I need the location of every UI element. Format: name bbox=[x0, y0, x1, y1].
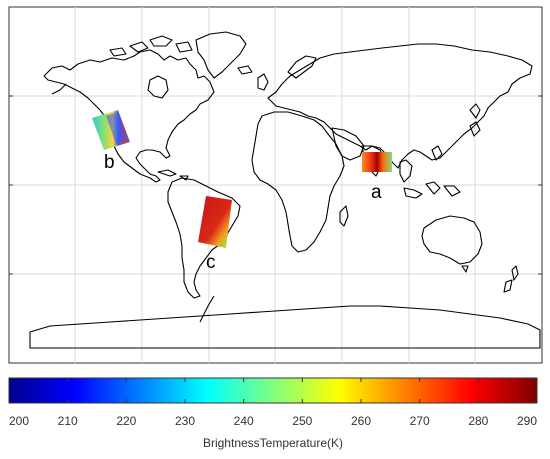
map-axes: b c a bbox=[8, 6, 543, 364]
swath-c bbox=[198, 196, 232, 248]
colorbar-title: BrightnessTemperature(K) bbox=[203, 436, 343, 450]
colorbar-tick-label: 210 bbox=[58, 414, 78, 428]
colorbar-tick-label: 240 bbox=[234, 414, 254, 428]
region-label-b: b bbox=[104, 152, 115, 173]
colorbar-tick-label: 250 bbox=[292, 414, 312, 428]
colorbar-tick-label: 260 bbox=[351, 414, 371, 428]
colorbar-gradient bbox=[8, 377, 538, 404]
colorbar-tick-label: 280 bbox=[468, 414, 488, 428]
swath-a bbox=[362, 152, 392, 172]
colorbar-ticks: 200 210 220 230 240 250 260 270 280 290 bbox=[8, 378, 538, 428]
colorbar-tick-label: 200 bbox=[9, 414, 29, 428]
colorbar-tick-label: 270 bbox=[410, 414, 430, 428]
swath-b bbox=[92, 110, 130, 150]
lat-ticks bbox=[9, 95, 542, 275]
colorbar-tick-label: 230 bbox=[175, 414, 195, 428]
region-label-c: c bbox=[206, 252, 216, 273]
colorbar-tick-label: 290 bbox=[517, 414, 537, 428]
region-label-a: a bbox=[371, 182, 382, 203]
colorbar-tick-label: 220 bbox=[116, 414, 136, 428]
colorbar: 200 210 220 230 240 250 260 270 280 290 Brightnes… bbox=[8, 377, 538, 450]
